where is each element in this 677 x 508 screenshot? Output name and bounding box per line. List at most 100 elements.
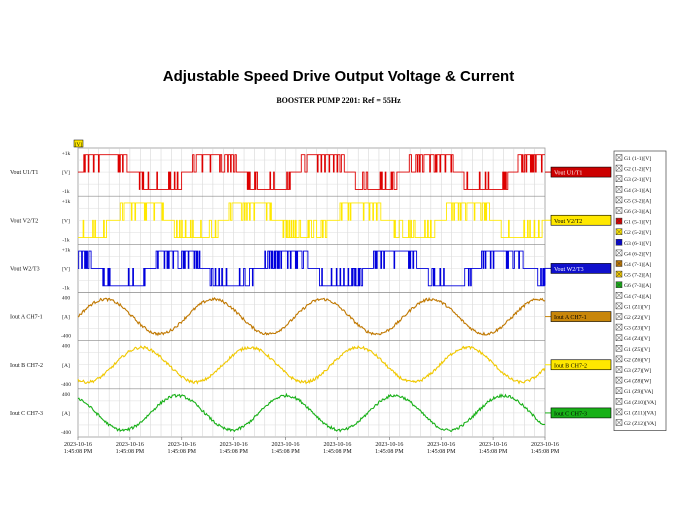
legend-check (615, 270, 623, 278)
trace-4 (77, 296, 546, 337)
y-tick-label: [A] (62, 411, 70, 417)
x-tick-time: 1:45:08 PM (64, 449, 93, 455)
x-tick-time: 1:45:08 PM (427, 449, 456, 455)
legend-entry: G2 (Z2)[V] (624, 314, 650, 321)
y-tick-label: +1k (62, 199, 71, 205)
x-tick-date: 2023-10-16 (531, 442, 559, 448)
x-tick-date: 2023-10-16 (220, 442, 248, 448)
legend-entry: G4 (6-2)[V] (624, 250, 651, 257)
chart-title: Adjustable Speed Drive Output Voltage & … (162, 68, 515, 85)
trace-3 (78, 250, 546, 287)
legend-check (615, 366, 623, 373)
legend-entry: G3 (2-1)[V] (624, 176, 651, 183)
x-tick-date: 2023-10-16 (64, 442, 92, 448)
channel-tag-label: Iout B CH7-2 (554, 363, 587, 369)
x-tick-time: 1:45:08 PM (219, 449, 248, 455)
legend-entry: G1 (Z1)[V] (624, 303, 650, 310)
legend-entry: G2 (Z6)[V] (624, 356, 650, 363)
legend-entry: G3 (Z7)[W] (624, 367, 651, 374)
channel-tag (550, 214, 612, 226)
legend-check (615, 313, 623, 320)
x-tick-time: 1:45:08 PM (531, 449, 560, 455)
legend-check (615, 355, 623, 363)
legend-check (615, 228, 623, 235)
legend-check (615, 196, 623, 204)
legend-entry: G5 (3-2)[A] (624, 197, 651, 204)
legend-check (615, 323, 623, 331)
top-marker-label: [V] (75, 143, 82, 148)
legend-check (615, 249, 623, 257)
legend-entry: G4 (7-4)[A] (624, 293, 651, 300)
legend-check (615, 302, 623, 310)
legend-check (615, 239, 623, 246)
y-tick-label: [V] (62, 218, 70, 224)
x-tick-time: 1:45:08 PM (479, 449, 508, 455)
trace-6 (77, 392, 546, 433)
y-tick-label: 400 (62, 392, 71, 398)
y-tick-label: [V] (62, 266, 70, 272)
x-tick-date: 2023-10-16 (479, 442, 507, 448)
x-tick-time: 1:45:08 PM (271, 449, 300, 455)
channel-label: Vout U1/T1 (10, 170, 38, 176)
legend-check (615, 207, 623, 214)
channel-tags: Vout U1/T1 Vout V2/T2 Vout W2/T3 Iout A CH7… (545, 166, 612, 419)
legend-entry: G4 (3-1)[A] (624, 187, 651, 194)
x-tick-date: 2023-10-16 (427, 442, 455, 448)
y-tick-label: -1k (62, 286, 70, 292)
y-tick-label: 400 (62, 296, 71, 302)
y-tick-label: [A] (62, 315, 70, 321)
y-tick-label: [A] (62, 363, 70, 369)
legend-entry: G1 (1-1)[V] (624, 155, 651, 162)
legend-check (615, 398, 623, 405)
plot-area: [V] (73, 139, 546, 438)
legend-entry: G2 (1-2)[V] (624, 166, 651, 173)
legend-check (615, 419, 623, 426)
x-tick-time: 1:45:08 PM (323, 449, 352, 455)
legend-entry: G4 (Z4)[V] (624, 335, 650, 342)
x-tick-time: 1:45:08 PM (168, 449, 197, 455)
legend: G1 (1-1)[V] G2 (1-2)[V] G3 (2-1)[V] G4 (3-1… (613, 150, 667, 431)
channel-tag-label: Vout V2/T2 (554, 219, 582, 225)
x-tick-date: 2023-10-16 (272, 442, 300, 448)
x-tick-time: 1:45:08 PM (375, 449, 404, 455)
trace-1 (78, 154, 545, 190)
channel-label: Vout V2/T2 (10, 218, 38, 224)
legend-entry: G3 (Z3)[V] (624, 325, 650, 332)
y-tick-label: -400 (61, 382, 71, 388)
legend-entry: G1 (Z5)[V] (624, 346, 650, 353)
trace-2 (78, 202, 545, 239)
legend-entry: G4 (Z10)[VA] (624, 399, 656, 406)
legend-check (615, 260, 623, 267)
channel-tag (550, 263, 612, 274)
legend-entry: G3 (6-1)[V] (624, 240, 651, 247)
channel-tag-label: Vout U1/T1 (554, 171, 582, 177)
legend-entry: G4 (Z8)[W] (624, 378, 651, 385)
channel-tag-label: Iout C CH7-3 (554, 411, 587, 417)
legend-check (615, 345, 623, 352)
trace-5 (77, 344, 546, 385)
channel-tag-label: Iout A CH7-1 (554, 315, 587, 321)
legend-check (615, 387, 623, 394)
y-tick-label: -1k (62, 237, 70, 243)
y-tick-label: [V] (62, 170, 70, 176)
legend-entry: G6 (7-3)[A] (624, 282, 651, 289)
channel-label: Iout B CH7-2 (10, 363, 43, 369)
legend-check (615, 334, 623, 341)
legend-check (615, 292, 623, 299)
legend-check (615, 217, 623, 225)
legend-entry: G1 (Z9)[VA] (624, 388, 653, 395)
channel-label: Iout A CH7-1 (10, 315, 43, 321)
y-tick-label: 400 (62, 344, 71, 350)
chart-subtitle: BOOSTER PUMP 2201: Ref = 55Hz (276, 96, 401, 105)
legend-box (613, 150, 667, 431)
legend-check (615, 281, 623, 288)
channel-label: Vout W2/T3 (10, 266, 40, 272)
legend-entry: G1 (5-1)[V] (624, 219, 651, 226)
legend-check (615, 154, 623, 161)
legend-check (615, 376, 623, 384)
y-tick-label: -400 (61, 334, 71, 340)
legend-entry: G4 (7-1)[A] (624, 261, 651, 268)
channel-tag (550, 311, 612, 322)
